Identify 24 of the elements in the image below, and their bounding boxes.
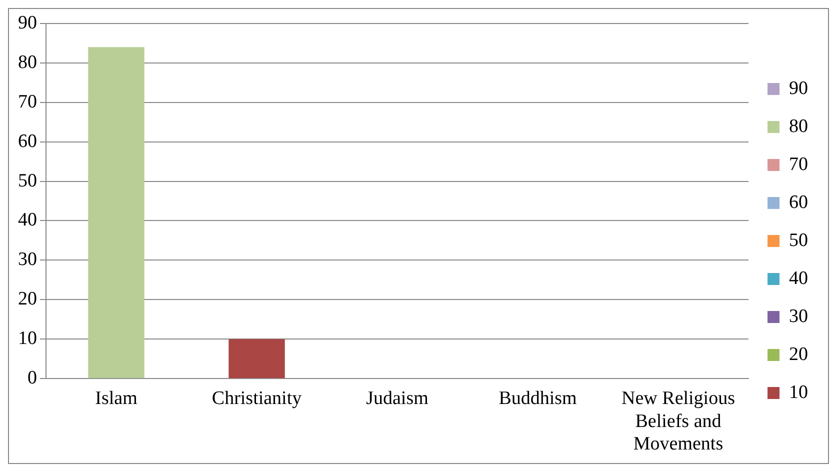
legend-label: 20 — [789, 344, 808, 365]
x-tick-label: New Religious Beliefs and Movements — [622, 388, 735, 455]
y-tick-label: 50 — [18, 170, 37, 192]
y-tick-label: 30 — [18, 249, 37, 270]
y-tick-label: 60 — [18, 130, 37, 152]
y-tick-label: 70 — [18, 91, 37, 112]
x-tick-label: Judaism — [366, 388, 429, 409]
y-tick-label: 20 — [18, 288, 37, 310]
legend-label: 40 — [789, 268, 808, 289]
legend-label: 80 — [789, 116, 808, 137]
x-tick-label: Islam — [95, 388, 138, 409]
legend-label: 60 — [789, 192, 808, 213]
y-tick-label: 40 — [18, 210, 37, 231]
y-tick-label: 0 — [28, 368, 37, 389]
y-tick-label: 90 — [18, 12, 37, 34]
legend-label: 30 — [789, 306, 808, 327]
legend-label: 50 — [789, 230, 808, 251]
legend-label: 10 — [789, 382, 808, 403]
legend-label: 90 — [789, 78, 808, 99]
legend-label: 70 — [789, 154, 808, 175]
y-tick-label: 10 — [18, 328, 37, 350]
x-tick-label: Buddhism — [498, 388, 578, 409]
x-tick-label: Christianity — [212, 388, 302, 409]
y-tick-label: 80 — [18, 52, 37, 73]
